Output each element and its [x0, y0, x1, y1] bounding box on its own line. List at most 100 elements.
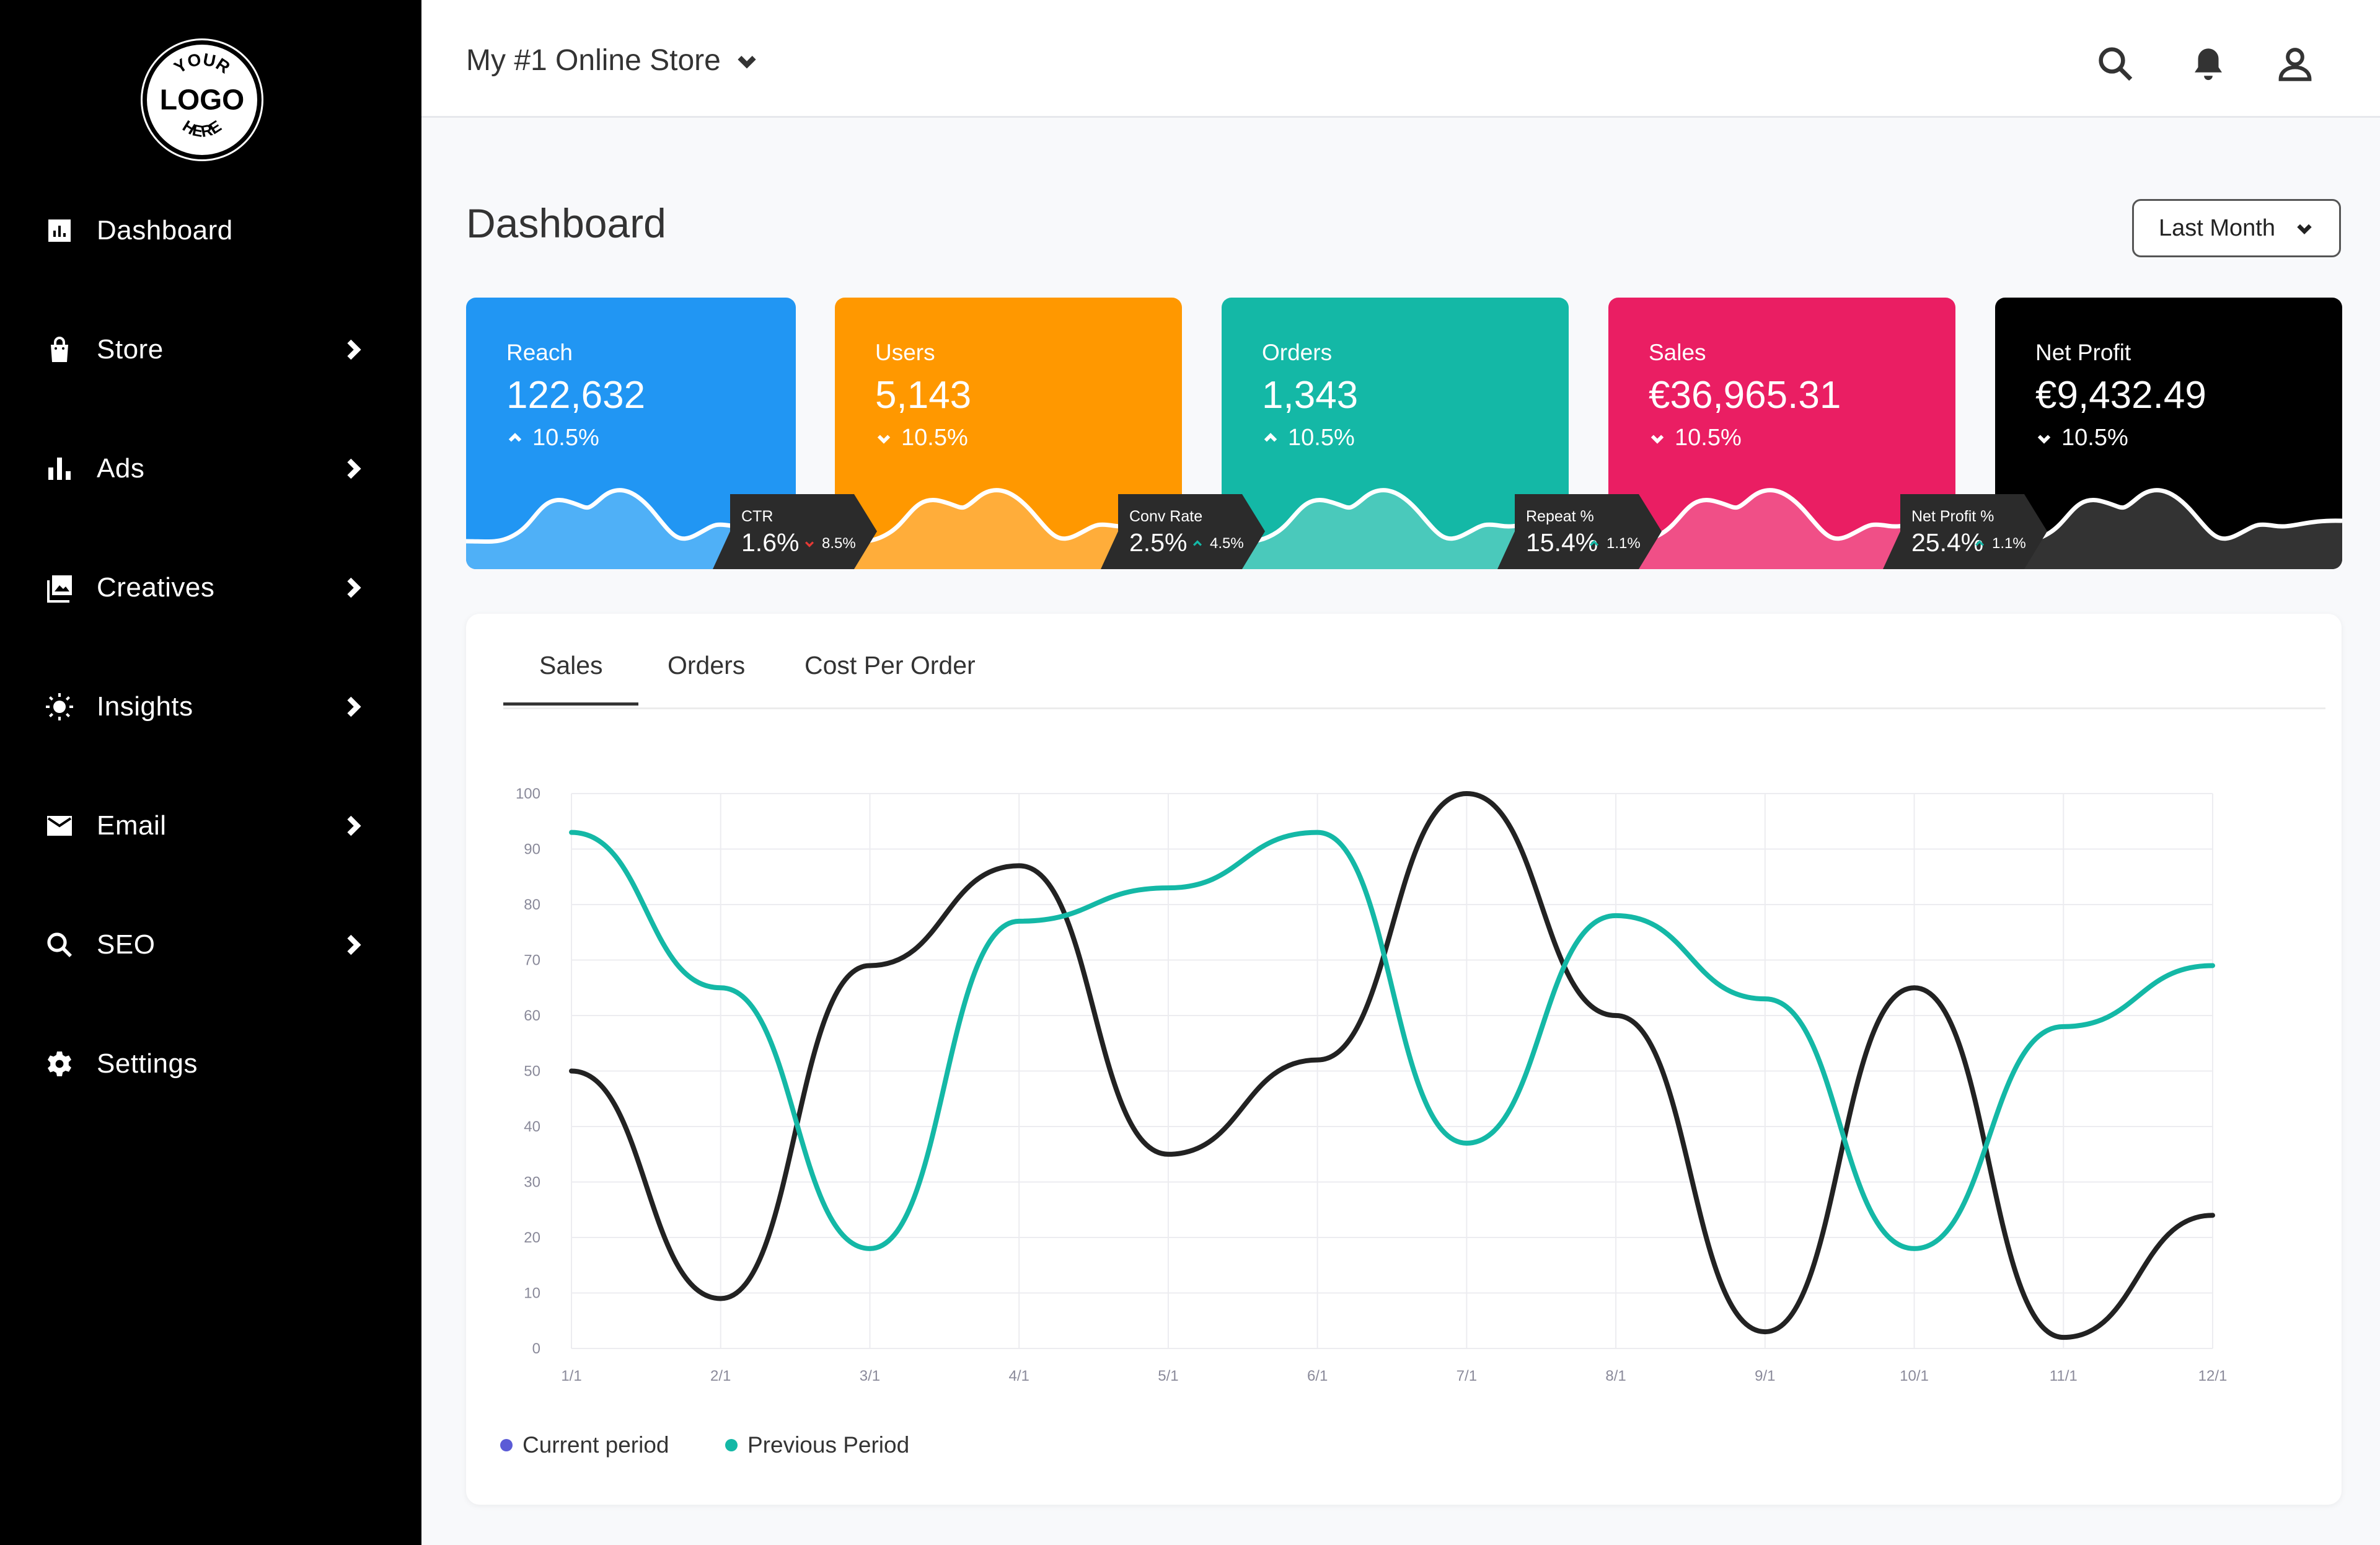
- gear-icon: [43, 1048, 76, 1080]
- search-icon: [2099, 47, 2133, 81]
- store-selector[interactable]: My #1 Online Store: [466, 43, 759, 77]
- chevron-down-icon: [2297, 224, 2312, 235]
- metric-tag-conv-rate[interactable]: Conv Rate 2.5% 4.5%: [1101, 494, 1265, 569]
- tag-value: 15.4%: [1526, 528, 1598, 557]
- tag-value: 1.6%: [741, 528, 800, 557]
- sidebar-item-label: SEO: [97, 929, 156, 960]
- page-title: Dashboard: [466, 200, 666, 246]
- tag-delta: 1.1%: [1973, 535, 2026, 552]
- arrow-down-icon: [877, 434, 891, 444]
- x-tick-label: 11/1: [2050, 1368, 2078, 1384]
- notifications-button[interactable]: [2188, 43, 2229, 84]
- kpi-card-net-profit[interactable]: Net Profit €9,432.49 10.5%: [1995, 298, 2342, 569]
- metric-tag-net-profit[interactable]: Net Profit % 25.4% 1.1%: [1883, 494, 2047, 569]
- tag-label: Repeat %: [1526, 508, 1594, 525]
- sidebar-item-dashboard[interactable]: Dashboard: [43, 203, 366, 259]
- tag-delta-value: 8.5%: [822, 535, 856, 552]
- kpi-change: 10.5%: [1649, 425, 1742, 451]
- legend-item-previous-period[interactable]: Previous Period: [725, 1432, 909, 1458]
- kpi-change: 10.5%: [2035, 425, 2128, 451]
- kpi-value: 1,343: [1262, 374, 1359, 417]
- sidebar-item-seo[interactable]: SEO: [43, 917, 366, 973]
- logo-mid-text: LOGO: [160, 84, 244, 116]
- x-tick-label: 2/1: [710, 1368, 731, 1384]
- y-tick-label: 30: [524, 1174, 540, 1191]
- y-tick-label: 100: [516, 786, 540, 802]
- kpi-value: €36,965.31: [1649, 374, 1841, 417]
- chevron-right-icon: [341, 932, 366, 957]
- kpi-label: Orders: [1262, 340, 1333, 365]
- kpi-change: 10.5%: [875, 425, 968, 451]
- kpi-value: 5,143: [875, 374, 972, 417]
- kpi-sparkline: [1222, 488, 1569, 569]
- kpi-change-value: 10.5%: [1288, 425, 1355, 451]
- x-tick-label: 9/1: [1755, 1368, 1775, 1384]
- metric-tag-repeat[interactable]: Repeat % 15.4% 1.1%: [1497, 494, 1662, 569]
- svg-text:HERE: HERE: [180, 117, 225, 141]
- sidebar-item-label: Insights: [97, 691, 193, 722]
- x-tick-label: 1/1: [561, 1368, 581, 1384]
- sidebar-item-email[interactable]: Email: [43, 798, 366, 854]
- arrow-down-icon: [804, 541, 814, 547]
- arrow-down-icon: [2037, 434, 2051, 444]
- legend-item-current-period[interactable]: Current period: [500, 1432, 669, 1458]
- arrow-up-icon: [1264, 432, 1277, 442]
- y-tick-label: 0: [532, 1340, 540, 1357]
- kpi-label: Net Profit: [2035, 340, 2131, 365]
- tag-background: [1883, 494, 2047, 569]
- tab-orders[interactable]: Orders: [668, 651, 746, 680]
- sidebar-item-label: Ads: [97, 453, 145, 484]
- series-line-current-period: [569, 790, 2215, 1340]
- y-tick-label: 50: [524, 1063, 540, 1080]
- tag-background: [1101, 494, 1265, 569]
- arrow-down-icon: [1651, 434, 1664, 444]
- date-range-value: Last Month: [2159, 215, 2275, 241]
- sidebar: YOUR LOGO HERE Dashboard Store Ads Cre: [0, 0, 421, 1545]
- legend-label: Current period: [522, 1432, 669, 1458]
- sidebar-item-label: Dashboard: [97, 215, 233, 246]
- lightbulb-icon: [43, 691, 76, 723]
- y-tick-label: 60: [524, 1007, 540, 1024]
- tag-delta: 4.5%: [1191, 535, 1244, 552]
- tag-background: [713, 494, 877, 569]
- metric-tag-ctr[interactable]: CTR 1.6% 8.5%: [713, 494, 877, 569]
- kpi-change-value: 10.5%: [2061, 425, 2128, 451]
- chevron-right-icon: [341, 337, 366, 362]
- company-logo[interactable]: YOUR LOGO HERE: [143, 40, 262, 159]
- sidebar-item-creatives[interactable]: Creatives: [43, 560, 366, 616]
- arrow-up-icon: [1192, 540, 1202, 546]
- date-range-dropdown[interactable]: Last Month: [2132, 199, 2341, 257]
- sidebar-item-label: Settings: [97, 1048, 198, 1079]
- kpi-sparkline: [1995, 488, 2342, 569]
- active-tab-indicator: [503, 702, 638, 706]
- kpi-change-value: 10.5%: [1675, 425, 1742, 451]
- store-name: My #1 Online Store: [466, 44, 721, 77]
- tab-sales[interactable]: Sales: [539, 651, 603, 680]
- arrow-up-icon: [508, 432, 522, 442]
- chart-tabs: Sales Orders Cost Per Order: [503, 614, 2325, 709]
- logo-graphic: YOUR LOGO HERE: [160, 50, 244, 141]
- kpi-card-reach[interactable]: Reach 122,632 10.5%: [466, 298, 796, 569]
- sidebar-item-store[interactable]: Store: [43, 322, 366, 378]
- mail-icon: [43, 810, 76, 842]
- tag-delta-value: 1.1%: [1606, 535, 1641, 552]
- kpi-card-orders[interactable]: Orders 1,343 10.5%: [1222, 298, 1569, 569]
- user-icon: [2278, 48, 2312, 81]
- tab-cost-per-order[interactable]: Cost Per Order: [804, 651, 976, 680]
- bar-chart-icon: [43, 453, 76, 485]
- tag-delta: 1.1%: [1588, 535, 1641, 552]
- sidebar-item-settings[interactable]: Settings: [43, 1036, 366, 1092]
- kpi-card-sales[interactable]: Sales €36,965.31 10.5%: [1608, 298, 1955, 569]
- y-tick-label: 10: [524, 1285, 540, 1302]
- shopping-bag-icon: [43, 334, 76, 366]
- kpi-change: 10.5%: [506, 425, 599, 451]
- logo-top-text: YOUR: [170, 50, 233, 77]
- sidebar-item-insights[interactable]: Insights: [43, 679, 366, 735]
- chevron-right-icon: [341, 813, 366, 838]
- sidebar-item-ads[interactable]: Ads: [43, 441, 366, 497]
- x-tick-label: 7/1: [1457, 1368, 1477, 1384]
- kpi-label: Users: [875, 340, 935, 365]
- search-button[interactable]: [2095, 43, 2136, 84]
- user-account-button[interactable]: [2275, 43, 2316, 84]
- legend-swatch: [725, 1439, 738, 1451]
